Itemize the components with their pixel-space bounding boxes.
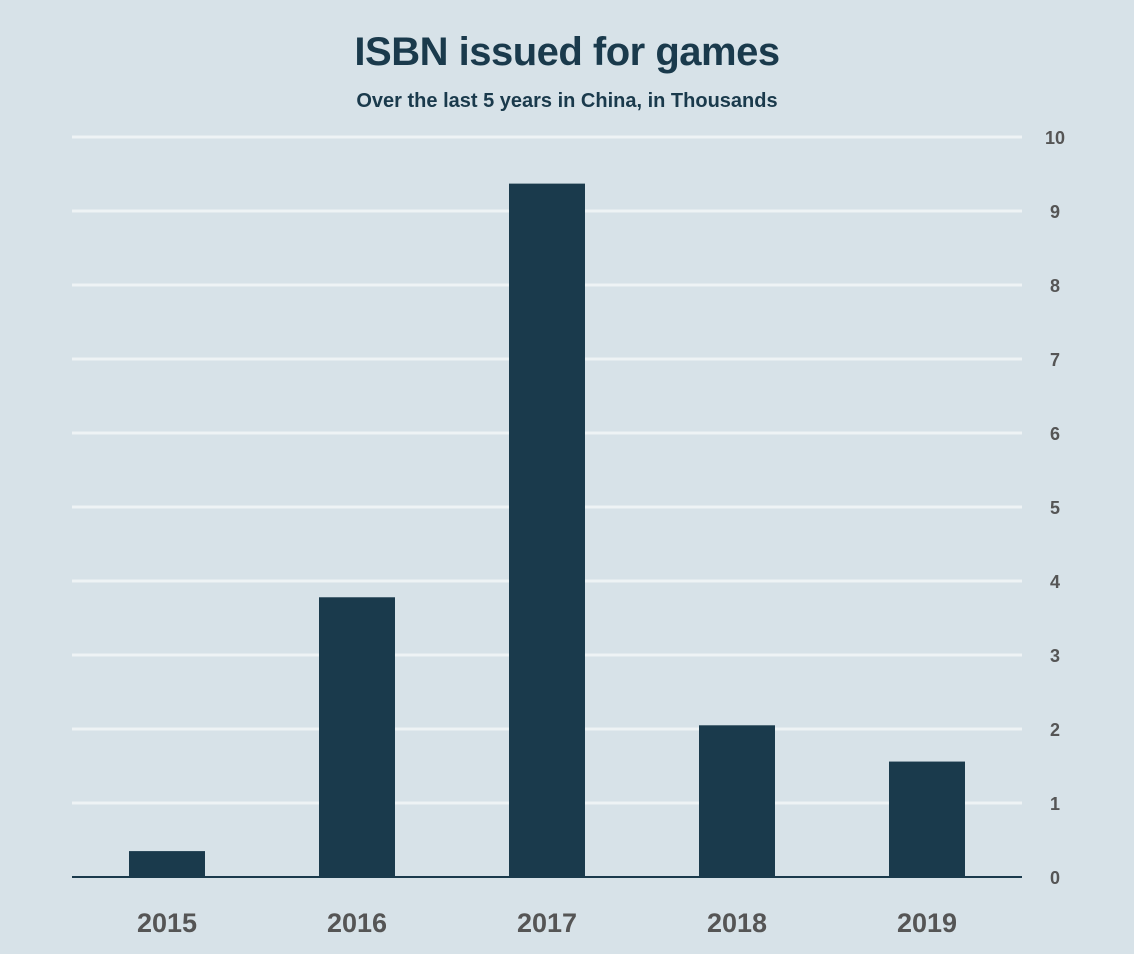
chart-title: ISBN issued for games <box>354 30 780 74</box>
chart-subtitle: Over the last 5 years in China, in Thous… <box>356 90 778 112</box>
x-tick-label: 2016 <box>327 908 387 938</box>
bar-2017 <box>509 183 585 877</box>
y-tick-label: 2 <box>1050 720 1060 740</box>
bar-2016 <box>319 597 395 877</box>
bar-2019 <box>889 761 965 877</box>
y-axis-ticks: 0 1 2 3 4 5 6 7 8 9 10 <box>1045 128 1065 888</box>
x-tick-label: 2017 <box>517 908 577 938</box>
bar-2018 <box>699 725 775 877</box>
bar-2015 <box>129 851 205 877</box>
y-tick-label: 7 <box>1050 350 1060 370</box>
x-tick-label: 2018 <box>707 908 767 938</box>
y-tick-label: 10 <box>1045 128 1065 148</box>
x-tick-label: 2019 <box>897 908 957 938</box>
y-tick-label: 9 <box>1050 202 1060 222</box>
bars <box>129 183 965 877</box>
y-tick-label: 3 <box>1050 646 1060 666</box>
x-tick-label: 2015 <box>137 908 197 938</box>
y-tick-label: 6 <box>1050 424 1060 444</box>
y-tick-label: 5 <box>1050 498 1060 518</box>
y-tick-label: 8 <box>1050 276 1060 296</box>
y-tick-label: 4 <box>1050 572 1060 592</box>
y-tick-label: 1 <box>1050 794 1060 814</box>
x-axis-ticks: 2015 2016 2017 2018 2019 <box>137 908 957 938</box>
y-tick-label: 0 <box>1050 868 1060 888</box>
